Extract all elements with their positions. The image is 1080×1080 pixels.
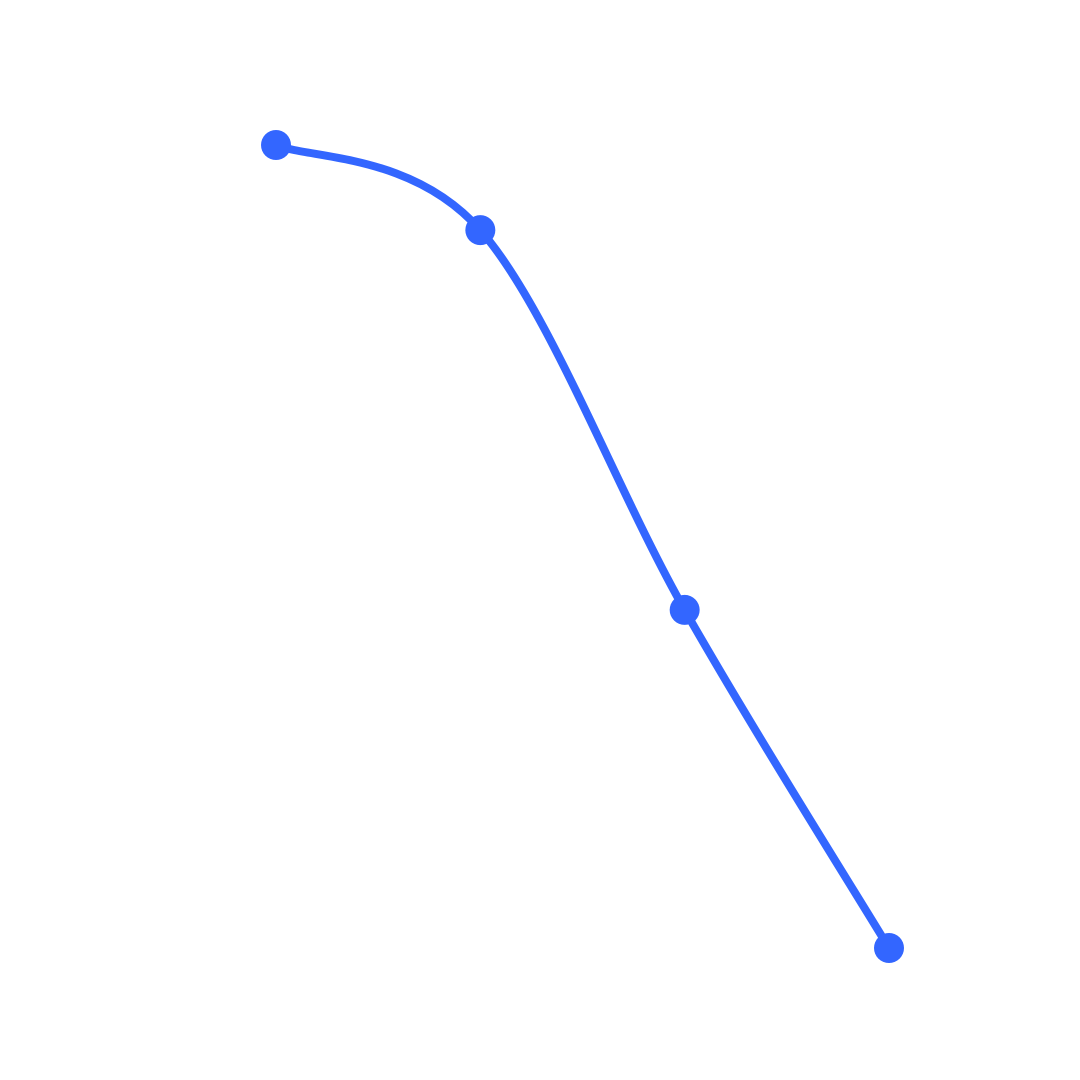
series-points	[261, 130, 904, 963]
data-point-3	[874, 933, 904, 963]
series-lines	[272, 141, 893, 952]
data-point-1	[465, 215, 496, 246]
data-point-0	[261, 130, 291, 160]
series-line	[272, 141, 893, 952]
data-point-2	[669, 594, 700, 625]
